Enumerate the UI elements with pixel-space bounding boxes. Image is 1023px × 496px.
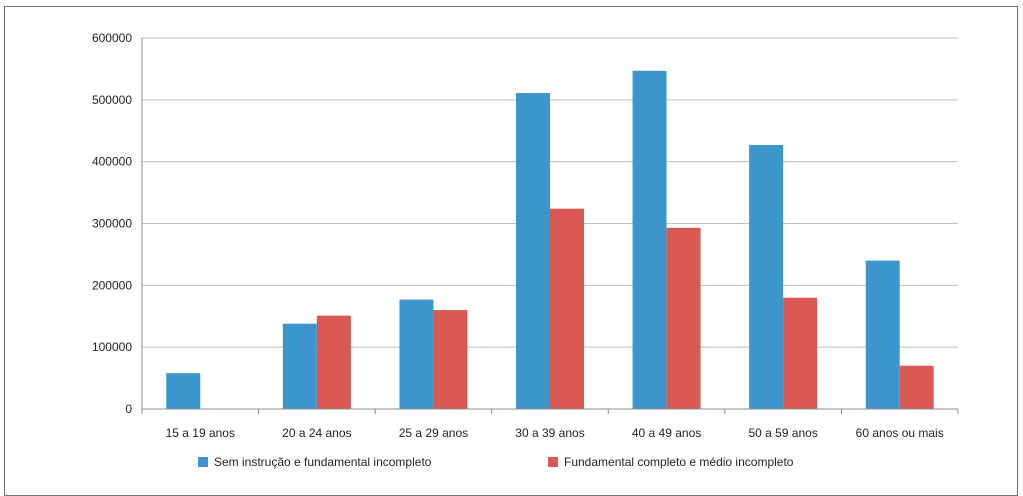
y-tick-label: 300000	[92, 217, 132, 231]
bar-series-1-3	[399, 299, 434, 409]
x-tick-label: 20 a 24 anos	[282, 426, 351, 440]
bar-series-2-7	[899, 365, 934, 409]
x-tick-label: 30 a 39 anos	[515, 426, 584, 440]
x-tick-label: 60 anos ou mais	[856, 426, 944, 440]
y-tick-label: 100000	[92, 340, 132, 354]
x-tick-label: 15 a 19 anos	[166, 426, 235, 440]
bar-series-2-4	[550, 208, 584, 409]
bar-series-1-6	[749, 144, 784, 409]
legend-swatch-fundamental-completo	[548, 457, 558, 467]
x-axis-ticks: 15 a 19 anos 20 a 24 anos 25 a 29 anos 30 a…	[166, 426, 944, 440]
bar-series-1-7	[865, 260, 900, 409]
bar-series-2-2	[316, 315, 351, 409]
x-axis	[141, 38, 959, 414]
y-tick-label: 600000	[92, 31, 132, 45]
x-tick-label: 25 a 29 anos	[399, 426, 468, 440]
y-tick-label: 400000	[92, 155, 132, 169]
bar-series-1-4	[516, 93, 550, 409]
y-tick-label: 0	[125, 402, 132, 416]
bar-series-2-6	[783, 297, 818, 409]
legend-label-sem-instrucao: Sem instrução e fundamental incompleto	[214, 455, 432, 469]
legend-label-fundamental-completo: Fundamental completo e médio incompleto	[564, 455, 794, 469]
x-tick-label: 50 a 59 anos	[748, 426, 817, 440]
bar-series-1-5	[632, 70, 667, 409]
x-tick-label: 40 a 49 anos	[632, 426, 701, 440]
legend-swatch-sem-instrucao	[198, 457, 208, 467]
y-tick-label: 500000	[92, 93, 132, 107]
bar-series-1-1	[166, 373, 201, 409]
bar-series-2-5	[666, 227, 701, 409]
bar-series-1-2	[282, 323, 317, 409]
y-tick-label: 200000	[92, 278, 132, 292]
legend: Sem instrução e fundamental incompleto F…	[198, 455, 794, 469]
chart-frame	[4, 6, 1018, 496]
y-axis-ticks: 0 100000 200000 300000 400000 500000 600000	[92, 31, 132, 416]
bar-series-2-3	[433, 310, 468, 409]
bars	[166, 70, 934, 409]
